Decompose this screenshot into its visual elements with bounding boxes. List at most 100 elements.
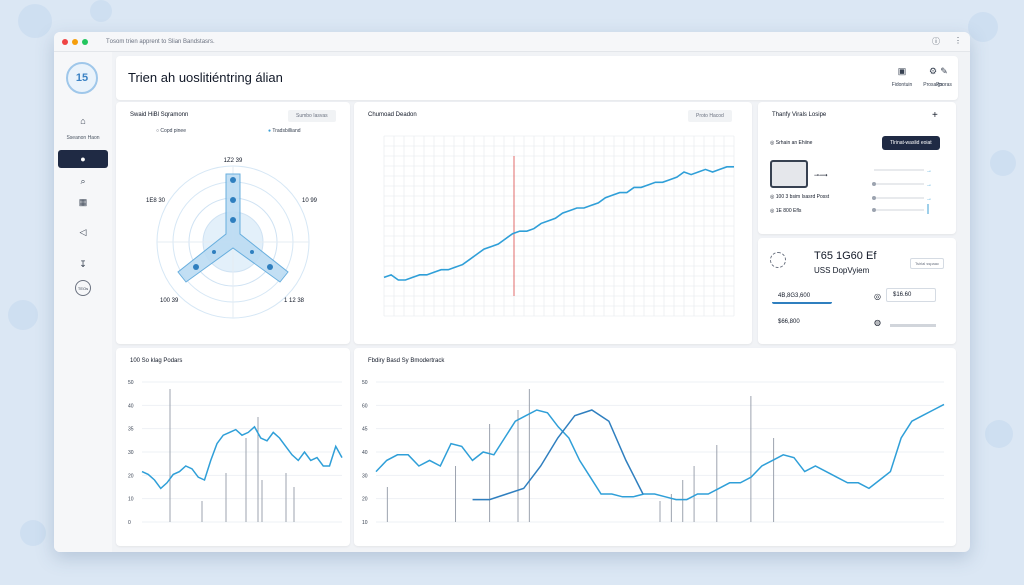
bottom-right-chart: 50 60 45 40 30 20 10 bbox=[362, 380, 945, 526]
top-line-chart bbox=[383, 135, 735, 317]
grid-icon[interactable]: ▦ bbox=[78, 196, 88, 207]
y-tick-label: 30 bbox=[128, 450, 134, 456]
app-logo[interactable]: 15 bbox=[66, 62, 98, 94]
action-button-2[interactable]: ✎ Pooras bbox=[924, 66, 964, 88]
settings-icon: ⚙ bbox=[928, 66, 938, 76]
amount-input-1[interactable]: 4B,8G3,600 bbox=[772, 290, 832, 304]
y-tick-label: 50 bbox=[362, 380, 368, 386]
y-tick-label: 40 bbox=[362, 450, 368, 456]
y-tick-label: 10 bbox=[128, 497, 134, 503]
series-line bbox=[383, 166, 734, 281]
primary-action-button[interactable]: Tlrinat-waslid eoiat bbox=[882, 136, 940, 150]
radar-label-right: 10 99 bbox=[302, 198, 318, 204]
bottom-left-panel: 100 So klag Podars 50 40 35 30 20 10 0 bbox=[116, 348, 350, 546]
y-tick-label: 35 bbox=[128, 427, 134, 433]
stats-subtitle: USS DopVyiem bbox=[814, 266, 870, 275]
badge-text: TEOs bbox=[77, 285, 89, 291]
radar-chip[interactable]: Sumbo Iasvas bbox=[288, 110, 336, 122]
close-window-button[interactable] bbox=[62, 38, 68, 45]
page-title: Trien ah uoslitiéntring álian bbox=[128, 70, 283, 85]
radar-panel: Swaid HiBl Sqramonn Sumbo Iasvas ○ Copd … bbox=[116, 102, 350, 344]
y-tick-label: 0 bbox=[128, 520, 131, 526]
series-line bbox=[472, 409, 644, 501]
amount-input-3[interactable]: $66,800 bbox=[778, 319, 800, 325]
bottom-left-chart: 50 40 35 30 20 10 0 bbox=[128, 380, 343, 526]
app-window: Tоsom trien apprent to Slian Bandstasrs.… bbox=[54, 32, 970, 552]
document-icon bbox=[770, 160, 808, 188]
circle-badge-icon[interactable]: TEOs bbox=[75, 280, 91, 296]
amount-input-2[interactable]: $16.60 bbox=[886, 288, 936, 302]
stats-panel: T65 1G60 Ef USS DopVyiem Tsirlal sspaac … bbox=[758, 238, 956, 344]
logo-text: 15 bbox=[75, 72, 89, 84]
y-tick-label: 20 bbox=[362, 497, 368, 503]
series-line bbox=[375, 403, 945, 501]
radar-label-top: 1Z2 39 bbox=[224, 158, 243, 164]
line-chart-panel: Chumoad Deadon Proto Hacod bbox=[354, 102, 752, 344]
radar-label-bottom-left: 100 39 bbox=[160, 298, 179, 304]
megaphone-icon[interactable]: ◁ bbox=[79, 226, 87, 237]
visit-text-1: Srhain an Ehiine bbox=[775, 140, 813, 146]
stats-value: T65 1G60 Ef bbox=[814, 250, 877, 262]
visit-item-3: ◎ 1E 800 Efls bbox=[770, 208, 802, 214]
maximize-window-button[interactable] bbox=[82, 38, 88, 45]
y-tick-label: 60 bbox=[362, 403, 368, 409]
action-label-2: Pooras bbox=[936, 82, 952, 88]
legend-label-1: Copd pinee bbox=[160, 128, 186, 134]
visit-item-2: ◎ 100 3 bsim Isasrd Posst bbox=[770, 194, 830, 200]
visits-title: Thanfy Virals Losipe bbox=[772, 112, 827, 118]
minimize-window-button[interactable] bbox=[72, 38, 78, 45]
thermometer-icon[interactable]: ↧ bbox=[79, 258, 87, 269]
pen-icon: ✎ bbox=[940, 66, 948, 76]
spinner-icon bbox=[770, 252, 786, 268]
action-button-1[interactable]: ▣ Fidontuin bbox=[882, 66, 922, 88]
dollar-icon: ◎ bbox=[874, 292, 881, 301]
home-icon[interactable]: ⌂ bbox=[80, 116, 86, 126]
title-bar: Tоsom trien apprent to Slian Bandstasrs.… bbox=[54, 32, 970, 52]
circle-icon: ◍ bbox=[874, 318, 881, 327]
legend-label-2: Tradsbilliand bbox=[272, 128, 301, 134]
chart-icon: ▣ bbox=[897, 66, 907, 76]
line-chart-title: Chumoad Deadon bbox=[368, 112, 417, 118]
action-label-3: Prosaigs bbox=[923, 82, 943, 88]
y-tick-label: 20 bbox=[128, 473, 134, 479]
bottom-right-title: Fbdiry Basd Sy Bmodertrack bbox=[368, 358, 445, 364]
window-title: Tоsom trien apprent to Slian Bandstasrs. bbox=[106, 38, 215, 45]
visit-text-2: 100 3 bsim Isasrd Posst bbox=[775, 194, 830, 200]
slider-group[interactable]: → → → bbox=[868, 164, 948, 224]
more-menu-icon[interactable]: ⋮ bbox=[954, 36, 962, 45]
sidebar-label: Sseanon Haon bbox=[66, 135, 100, 141]
stats-badge[interactable]: Tsirlal sspaac bbox=[910, 258, 945, 269]
y-tick-label: 45 bbox=[362, 427, 368, 433]
user-icon: ● bbox=[80, 154, 86, 164]
svg-text:→: → bbox=[926, 182, 932, 188]
bottom-left-title: 100 So klag Podars bbox=[130, 358, 183, 364]
legend-item-1: ○ Copd pinee bbox=[156, 128, 186, 134]
visit-item-1: ◎ Srhain an Ehiine bbox=[770, 140, 813, 146]
legend-item-2: ● Tradsbilliand bbox=[268, 128, 301, 134]
info-icon[interactable]: ⓘ bbox=[932, 37, 940, 46]
waveform-icon: ⊸⟿ bbox=[814, 173, 828, 179]
svg-text:→: → bbox=[926, 168, 932, 174]
visits-panel: Thanfy Virals Losipe + ◎ Srhain an Ehiin… bbox=[758, 102, 956, 234]
progress-bar bbox=[890, 324, 936, 327]
action-button-3[interactable]: ⚙ Prosaigs bbox=[913, 66, 953, 88]
action-label-1: Fidontuin bbox=[891, 82, 913, 88]
radar-title: Swaid HiBl Sqramonn bbox=[130, 112, 189, 118]
line-chart-chip[interactable]: Proto Hacod bbox=[688, 110, 732, 122]
radar-chart: 1Z2 39 1E8 30 10 99 100 39 1 12 38 bbox=[146, 158, 318, 319]
radar-label-bottom-right: 1 12 38 bbox=[284, 298, 305, 304]
svg-text:→: → bbox=[926, 196, 932, 202]
page-header: Trien ah uoslitiéntring álian ▣ Fidontui… bbox=[116, 56, 958, 100]
sidebar: 15 ⌂ Sseanon Haon ● ⌕ ▦ ◁ ↧ TEOs bbox=[54, 52, 112, 552]
y-tick-label: 10 bbox=[362, 520, 368, 526]
add-button[interactable]: + bbox=[932, 110, 938, 121]
visit-text-3: 1E 800 Efls bbox=[775, 208, 802, 214]
sidebar-item-active[interactable]: ● bbox=[58, 150, 108, 168]
bottom-right-panel: Fbdiry Basd Sy Bmodertrack 50 60 45 40 30 20 1… bbox=[354, 348, 956, 546]
series-line bbox=[141, 425, 343, 490]
y-tick-label: 30 bbox=[362, 473, 368, 479]
y-tick-label: 50 bbox=[128, 380, 134, 386]
y-tick-label: 40 bbox=[128, 403, 134, 409]
radar-label-left: 1E8 30 bbox=[146, 198, 166, 204]
search-icon[interactable]: ⌕ bbox=[80, 175, 86, 186]
